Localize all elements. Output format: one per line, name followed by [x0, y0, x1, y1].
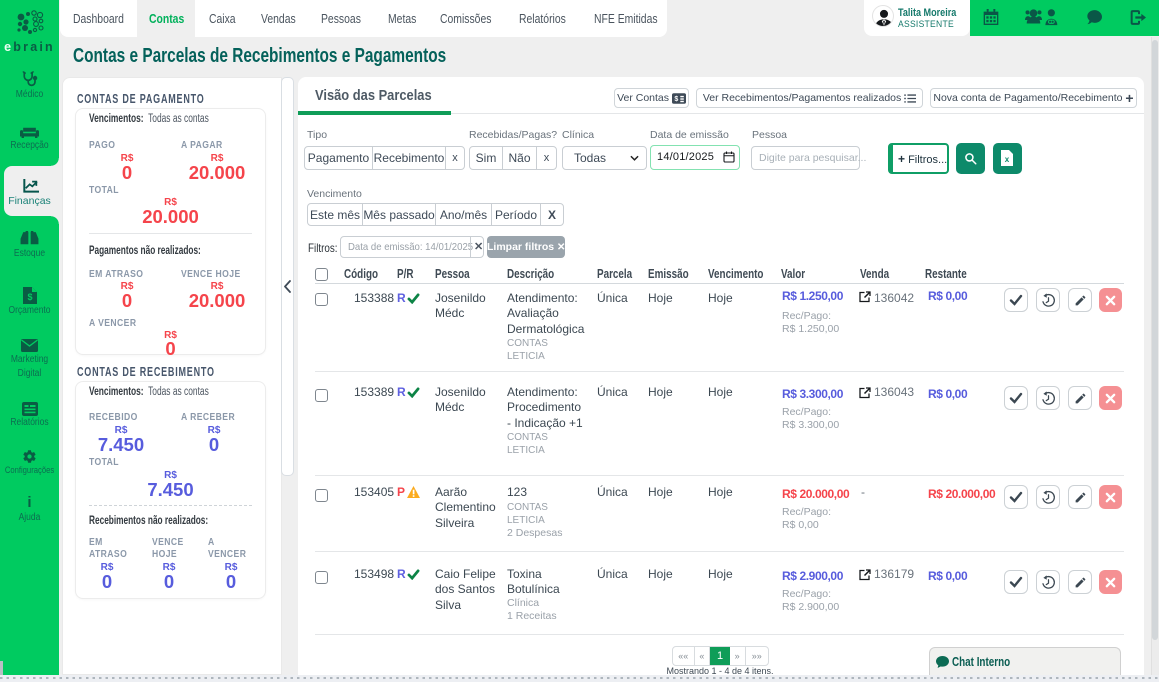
svg-text:$: $	[27, 292, 32, 302]
svg-text:x: x	[1005, 155, 1010, 164]
svg-text:$: $	[674, 96, 678, 103]
